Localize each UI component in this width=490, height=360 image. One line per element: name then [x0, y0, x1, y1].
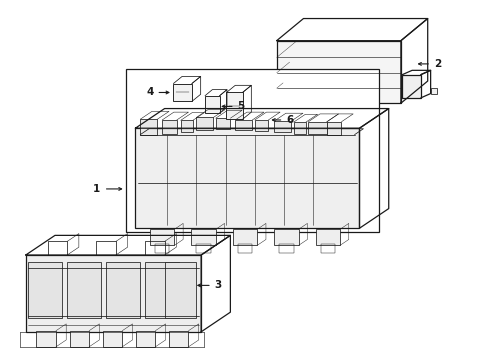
Bar: [255, 120, 269, 131]
Bar: [279, 244, 294, 252]
Bar: [294, 122, 306, 134]
Bar: [233, 229, 257, 246]
Bar: [226, 93, 243, 119]
Bar: [274, 121, 291, 132]
Text: 5: 5: [238, 102, 245, 111]
Bar: [277, 41, 401, 103]
Bar: [402, 75, 421, 98]
Bar: [235, 120, 252, 130]
Bar: [274, 229, 298, 246]
Bar: [67, 262, 101, 318]
Bar: [308, 122, 327, 134]
Bar: [205, 96, 220, 113]
Text: 4: 4: [147, 87, 154, 98]
Bar: [238, 244, 252, 252]
Bar: [165, 262, 196, 318]
Bar: [36, 331, 56, 347]
Bar: [150, 229, 174, 246]
Bar: [169, 331, 189, 347]
Bar: [173, 84, 192, 102]
Text: 2: 2: [434, 59, 441, 69]
Bar: [196, 244, 211, 252]
Bar: [181, 120, 193, 132]
Bar: [125, 69, 379, 232]
Bar: [320, 244, 335, 252]
Bar: [192, 229, 216, 246]
Bar: [196, 117, 213, 130]
Bar: [135, 128, 360, 228]
Bar: [155, 244, 170, 252]
Bar: [316, 229, 340, 246]
Bar: [26, 255, 201, 332]
Bar: [136, 331, 155, 347]
Bar: [140, 119, 157, 135]
Bar: [28, 262, 62, 318]
Bar: [103, 331, 122, 347]
Text: 6: 6: [286, 115, 294, 125]
Text: 3: 3: [215, 280, 222, 291]
Bar: [216, 118, 230, 129]
Bar: [145, 262, 179, 318]
Bar: [431, 88, 437, 94]
Text: 1: 1: [93, 184, 100, 194]
Bar: [70, 331, 89, 347]
Bar: [162, 120, 177, 134]
Bar: [106, 262, 140, 318]
Bar: [327, 122, 342, 135]
